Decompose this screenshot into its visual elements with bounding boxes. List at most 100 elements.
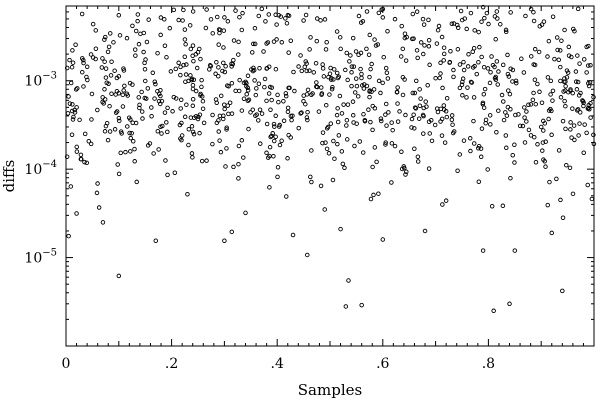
data-point xyxy=(133,53,138,58)
data-point xyxy=(272,124,277,129)
data-point xyxy=(481,91,487,97)
data-point xyxy=(88,52,94,57)
data-point xyxy=(471,95,477,100)
data-point xyxy=(507,91,513,97)
data-point xyxy=(528,102,534,107)
data-point xyxy=(577,121,582,126)
data-point xyxy=(394,90,400,95)
data-point xyxy=(176,60,181,66)
data-point xyxy=(112,68,117,73)
data-point xyxy=(550,14,556,20)
data-point xyxy=(468,10,474,16)
data-point xyxy=(345,77,350,83)
data-point xyxy=(79,156,84,162)
data-point xyxy=(489,54,494,59)
data-point xyxy=(411,112,416,117)
data-point xyxy=(472,28,477,33)
data-point xyxy=(158,93,163,99)
data-point xyxy=(309,179,314,185)
data-point xyxy=(204,7,209,12)
data-point xyxy=(572,137,577,143)
data-point xyxy=(316,109,322,114)
data-point xyxy=(508,66,513,71)
data-point xyxy=(373,43,379,48)
data-point xyxy=(118,150,123,156)
data-point xyxy=(198,56,203,62)
data-point xyxy=(189,151,195,156)
data-point xyxy=(439,34,445,40)
data-point xyxy=(468,79,474,85)
y-tick-label-base: 10 xyxy=(24,74,42,90)
data-point xyxy=(536,49,542,55)
data-point xyxy=(157,101,163,107)
data-point xyxy=(563,83,568,89)
data-point xyxy=(415,55,420,61)
data-point xyxy=(350,99,356,104)
data-point xyxy=(415,154,421,159)
data-point xyxy=(267,144,273,150)
data-point xyxy=(568,87,573,92)
data-point xyxy=(307,47,312,52)
data-point xyxy=(591,141,597,147)
data-point xyxy=(227,100,233,105)
data-point xyxy=(418,96,423,101)
data-point xyxy=(183,42,188,47)
data-point xyxy=(478,154,484,160)
data-point xyxy=(358,66,363,72)
data-point xyxy=(403,112,408,118)
data-point xyxy=(556,57,562,63)
data-point xyxy=(305,87,311,93)
data-point xyxy=(218,149,224,155)
data-point xyxy=(443,198,449,203)
data-point xyxy=(383,112,388,117)
data-point xyxy=(283,91,289,96)
data-point xyxy=(581,103,586,109)
data-point xyxy=(70,48,75,53)
data-point xyxy=(399,149,404,155)
data-point xyxy=(380,80,385,86)
data-point xyxy=(222,69,228,75)
data-point xyxy=(133,28,139,34)
data-point xyxy=(383,140,388,145)
data-point xyxy=(421,51,426,57)
y-tick-label-exponent: −5 xyxy=(42,248,57,259)
data-point xyxy=(82,131,88,137)
data-point xyxy=(526,127,532,133)
data-point xyxy=(493,77,499,82)
data-point xyxy=(573,69,579,74)
data-point xyxy=(376,10,382,16)
data-point xyxy=(353,76,359,81)
data-point xyxy=(275,174,280,180)
data-point xyxy=(95,107,100,113)
data-point xyxy=(319,85,324,90)
data-point xyxy=(142,67,148,72)
data-point xyxy=(508,175,513,181)
data-point xyxy=(136,41,142,47)
data-point xyxy=(412,126,417,131)
data-point xyxy=(348,53,353,58)
data-point xyxy=(357,139,363,144)
data-point xyxy=(273,134,278,139)
data-point xyxy=(303,59,308,64)
data-point xyxy=(127,130,132,136)
data-point xyxy=(251,41,256,47)
data-point xyxy=(125,93,130,98)
data-point xyxy=(165,129,170,135)
data-point xyxy=(307,68,312,73)
data-point xyxy=(352,143,357,149)
data-point xyxy=(199,94,205,99)
data-point xyxy=(102,129,108,134)
data-point xyxy=(162,110,168,115)
data-point xyxy=(194,65,200,71)
data-point xyxy=(503,133,509,138)
data-point xyxy=(288,38,294,43)
y-tick-label: 10−5 xyxy=(24,248,57,267)
data-point xyxy=(587,80,593,85)
data-point xyxy=(310,91,315,96)
data-point xyxy=(545,54,550,59)
data-point xyxy=(343,304,349,309)
data-point xyxy=(69,132,75,137)
data-point xyxy=(179,137,184,143)
data-point xyxy=(128,135,133,141)
data-point xyxy=(171,7,177,13)
